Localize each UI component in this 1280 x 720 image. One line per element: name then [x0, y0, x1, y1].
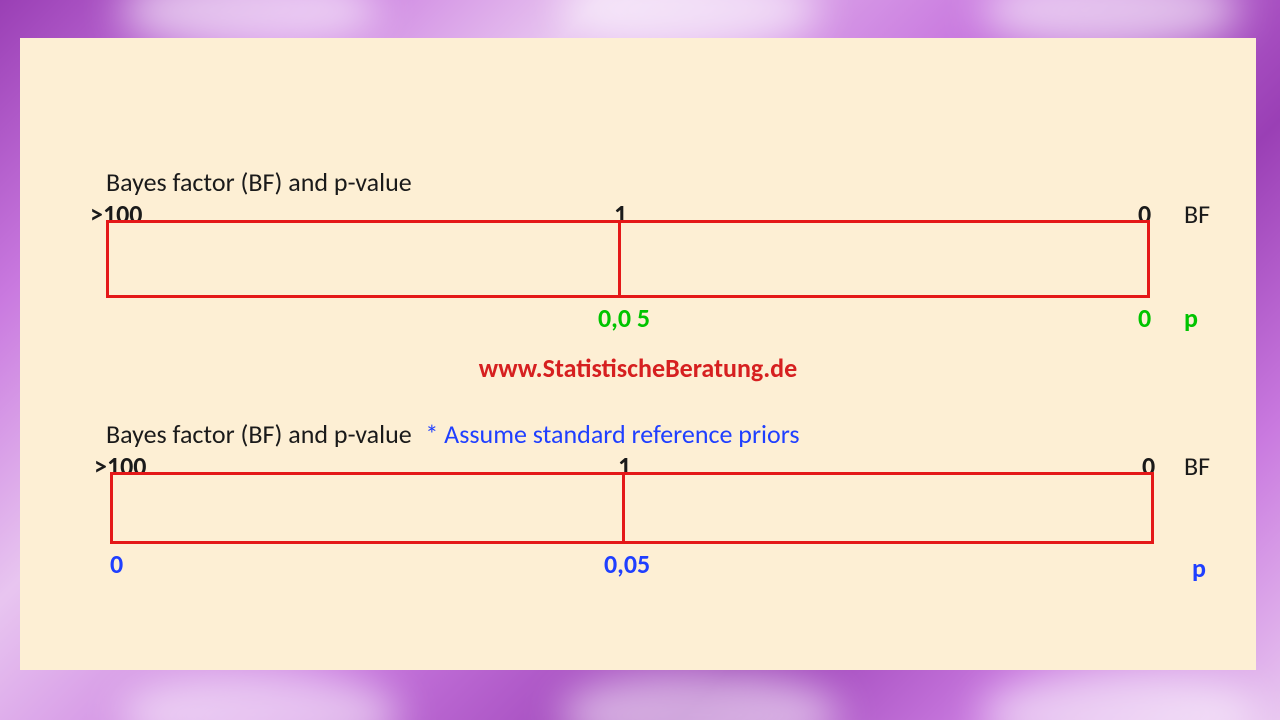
chart2-title: Bayes factor (BF) and p-value: [106, 418, 412, 450]
chart1-p-axis-label: p: [1184, 302, 1198, 334]
chart2-note: * Assume standard reference priors: [425, 418, 799, 450]
chart1-divider: [618, 220, 621, 298]
chart2-divider: [622, 472, 625, 544]
chart2-bf-axis-label: BF: [1184, 450, 1210, 482]
chart1-title: Bayes factor (BF) and p-value: [106, 166, 412, 198]
slide-canvas: Bayes factor (BF) and p-value >100 1 0 B…: [20, 38, 1256, 670]
chart2-box: [110, 472, 1154, 544]
website-url: www.StatistischeBeratung.de: [20, 352, 1256, 384]
chart2-p-mid: 0,05: [604, 548, 650, 580]
chart2-p-left: 0: [110, 548, 123, 580]
chart1-bf-axis-label: BF: [1184, 198, 1210, 230]
chart2-p-axis-label: p: [1192, 552, 1206, 584]
chart1-p-mid: 0,0 5: [598, 302, 650, 334]
chart1-box: [106, 220, 1150, 298]
chart1-p-right: 0: [1138, 302, 1151, 334]
